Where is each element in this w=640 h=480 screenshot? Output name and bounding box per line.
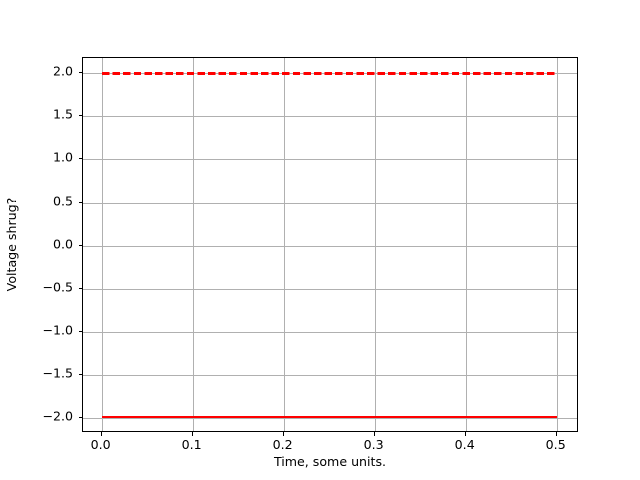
gridline-horizontal	[83, 202, 577, 204]
y-tick-mark	[78, 373, 82, 375]
plot-drawing-area	[83, 58, 577, 431]
gridline-horizontal	[83, 374, 577, 376]
x-tick-label: 0.4	[454, 437, 475, 452]
x-tick-label: 0.1	[181, 437, 202, 452]
y-tick-label: −1.5	[42, 365, 73, 381]
y-tick-mark	[78, 158, 82, 160]
y-tick-label: 1.0	[52, 150, 73, 166]
x-tick-label: 0.3	[363, 437, 384, 452]
x-tick-mark	[282, 432, 284, 436]
y-tick-mark	[78, 287, 82, 289]
gridline-vertical	[556, 58, 558, 431]
gridline-horizontal	[83, 288, 577, 290]
series-upper-level	[101, 72, 557, 75]
plot-axes	[82, 57, 578, 432]
gridline-horizontal	[83, 331, 577, 333]
y-tick-mark	[78, 115, 82, 117]
gridline-vertical	[192, 58, 194, 431]
y-tick-label: 2.0	[52, 64, 73, 80]
x-tick-label: 0.5	[545, 437, 566, 452]
x-tick-mark	[373, 432, 375, 436]
y-tick-mark	[78, 201, 82, 203]
x-tick-mark	[464, 432, 466, 436]
series-lower-level	[101, 416, 557, 419]
y-tick-label: 1.5	[52, 107, 73, 123]
gridline-horizontal	[83, 159, 577, 161]
gridline-vertical	[283, 58, 285, 431]
x-tick-label: 0.2	[272, 437, 293, 452]
y-tick-mark	[78, 416, 82, 418]
y-tick-label: 0.0	[52, 236, 73, 252]
gridline-vertical	[101, 58, 103, 431]
x-tick-mark	[191, 432, 193, 436]
y-tick-mark	[78, 244, 82, 246]
x-axis-label: Time, some units.	[273, 454, 387, 469]
y-tick-label: −1.0	[42, 322, 73, 338]
x-tick-mark	[100, 432, 102, 436]
y-tick-mark	[78, 330, 82, 332]
gridline-vertical	[465, 58, 467, 431]
gridline-horizontal	[83, 116, 577, 118]
x-tick-mark	[555, 432, 557, 436]
gridline-horizontal	[83, 245, 577, 247]
y-tick-mark	[78, 72, 82, 74]
gridline-vertical	[374, 58, 376, 431]
y-tick-label: −0.5	[42, 279, 73, 295]
y-axis-label: Voltage shrug?	[4, 197, 19, 292]
y-tick-label: 0.5	[52, 193, 73, 209]
x-tick-label: 0.0	[90, 437, 111, 452]
y-tick-label: −2.0	[42, 408, 73, 424]
